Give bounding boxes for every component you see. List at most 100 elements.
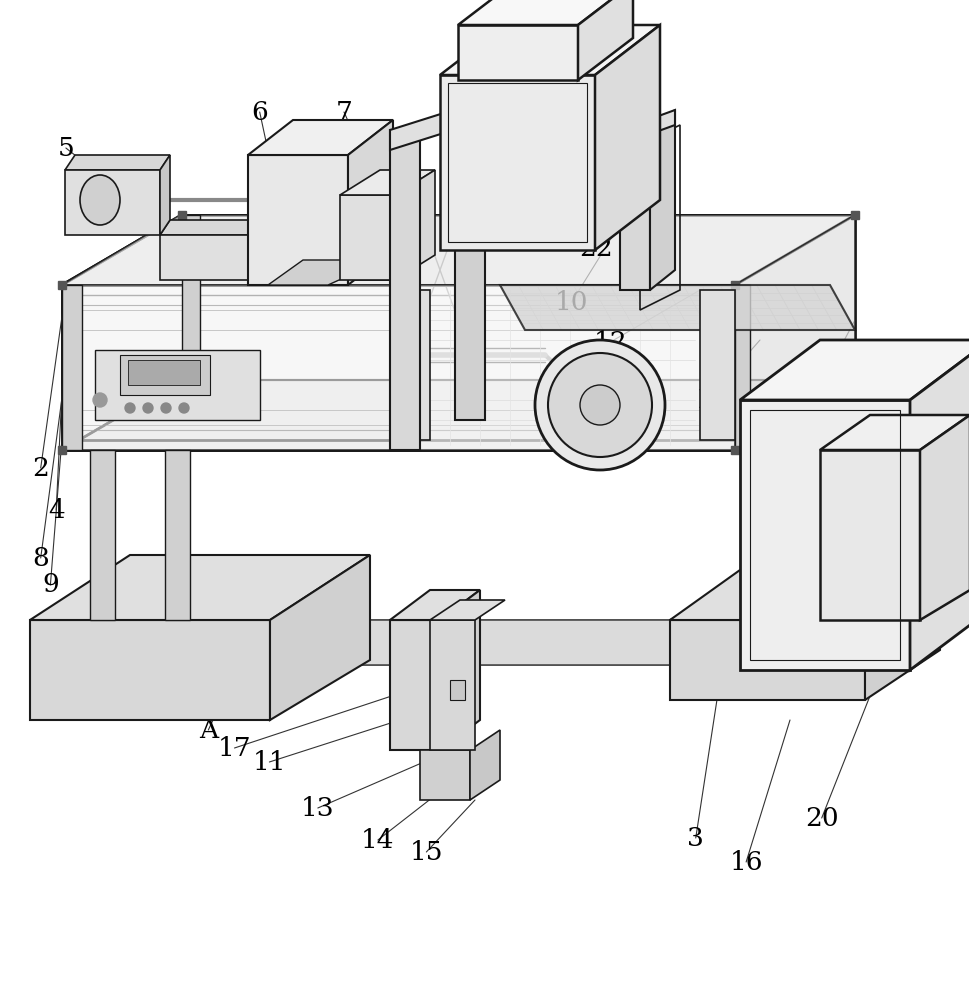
- Polygon shape: [500, 285, 855, 330]
- Text: 3: 3: [687, 825, 704, 850]
- Polygon shape: [620, 130, 650, 290]
- Circle shape: [179, 403, 189, 413]
- Text: 18: 18: [778, 468, 811, 492]
- Text: B: B: [698, 387, 717, 412]
- Text: 8: 8: [32, 546, 49, 570]
- Ellipse shape: [535, 340, 665, 470]
- Polygon shape: [740, 400, 910, 670]
- Circle shape: [406, 426, 414, 434]
- Text: 23: 23: [592, 100, 625, 124]
- Polygon shape: [30, 620, 270, 720]
- Text: 1: 1: [117, 605, 135, 631]
- Polygon shape: [268, 260, 383, 285]
- Text: 22: 22: [579, 235, 612, 260]
- Polygon shape: [160, 155, 170, 235]
- Polygon shape: [390, 100, 485, 150]
- Text: 7: 7: [335, 100, 353, 124]
- Circle shape: [125, 403, 135, 413]
- Polygon shape: [182, 215, 200, 380]
- Polygon shape: [62, 510, 860, 665]
- Polygon shape: [248, 155, 348, 285]
- Polygon shape: [820, 450, 920, 620]
- Circle shape: [406, 306, 414, 314]
- Ellipse shape: [80, 175, 120, 225]
- Polygon shape: [95, 350, 260, 420]
- Polygon shape: [390, 620, 440, 750]
- Polygon shape: [470, 730, 500, 800]
- Circle shape: [406, 356, 414, 364]
- Polygon shape: [160, 235, 400, 280]
- Polygon shape: [248, 120, 393, 155]
- Text: 17: 17: [218, 736, 251, 760]
- Polygon shape: [65, 155, 170, 170]
- Polygon shape: [820, 415, 969, 450]
- Polygon shape: [65, 170, 160, 235]
- Polygon shape: [700, 290, 735, 440]
- Polygon shape: [62, 285, 82, 450]
- Polygon shape: [920, 415, 969, 620]
- Polygon shape: [62, 380, 855, 450]
- Polygon shape: [650, 110, 675, 290]
- Polygon shape: [620, 110, 675, 145]
- Polygon shape: [458, 25, 578, 80]
- Polygon shape: [390, 130, 420, 450]
- Text: 12: 12: [594, 330, 627, 355]
- Polygon shape: [595, 25, 660, 250]
- Text: 11: 11: [253, 750, 286, 774]
- Text: 20: 20: [805, 805, 838, 830]
- Polygon shape: [62, 620, 670, 665]
- Text: 13: 13: [301, 796, 334, 820]
- Polygon shape: [865, 570, 940, 700]
- Polygon shape: [400, 220, 410, 280]
- Polygon shape: [390, 285, 735, 450]
- Polygon shape: [450, 680, 465, 700]
- Polygon shape: [740, 340, 969, 400]
- Text: 9: 9: [42, 572, 59, 597]
- Circle shape: [161, 403, 171, 413]
- Text: 2: 2: [32, 456, 49, 481]
- Text: 5: 5: [57, 135, 75, 160]
- Polygon shape: [455, 100, 485, 420]
- Polygon shape: [670, 510, 860, 665]
- Circle shape: [406, 331, 414, 339]
- Polygon shape: [735, 215, 855, 450]
- Polygon shape: [458, 0, 633, 25]
- Text: 19: 19: [770, 436, 803, 460]
- Polygon shape: [340, 170, 435, 195]
- Polygon shape: [165, 450, 190, 620]
- Text: 4: 4: [47, 497, 65, 522]
- Polygon shape: [670, 620, 865, 700]
- Polygon shape: [440, 590, 480, 750]
- Polygon shape: [128, 360, 200, 385]
- Polygon shape: [390, 590, 480, 620]
- Circle shape: [143, 403, 153, 413]
- Circle shape: [406, 406, 414, 414]
- Polygon shape: [62, 215, 855, 285]
- Polygon shape: [440, 25, 660, 75]
- Text: 10: 10: [555, 290, 588, 314]
- Polygon shape: [30, 555, 370, 620]
- Polygon shape: [430, 600, 505, 620]
- Polygon shape: [735, 285, 750, 450]
- Polygon shape: [270, 555, 370, 720]
- Polygon shape: [670, 570, 940, 620]
- Polygon shape: [120, 355, 210, 395]
- Text: 24: 24: [478, 56, 511, 81]
- Polygon shape: [160, 220, 410, 235]
- Text: A: A: [199, 718, 218, 742]
- Circle shape: [406, 381, 414, 389]
- Polygon shape: [62, 620, 270, 665]
- Polygon shape: [62, 285, 735, 450]
- Ellipse shape: [548, 353, 652, 457]
- Polygon shape: [390, 290, 430, 440]
- Polygon shape: [578, 0, 633, 80]
- Text: 6: 6: [251, 100, 268, 124]
- Text: 14: 14: [361, 827, 394, 852]
- Polygon shape: [420, 750, 470, 800]
- Polygon shape: [340, 195, 395, 280]
- Polygon shape: [395, 170, 435, 280]
- Text: 15: 15: [410, 839, 443, 864]
- Polygon shape: [430, 620, 475, 750]
- Polygon shape: [910, 340, 969, 670]
- Circle shape: [93, 393, 107, 407]
